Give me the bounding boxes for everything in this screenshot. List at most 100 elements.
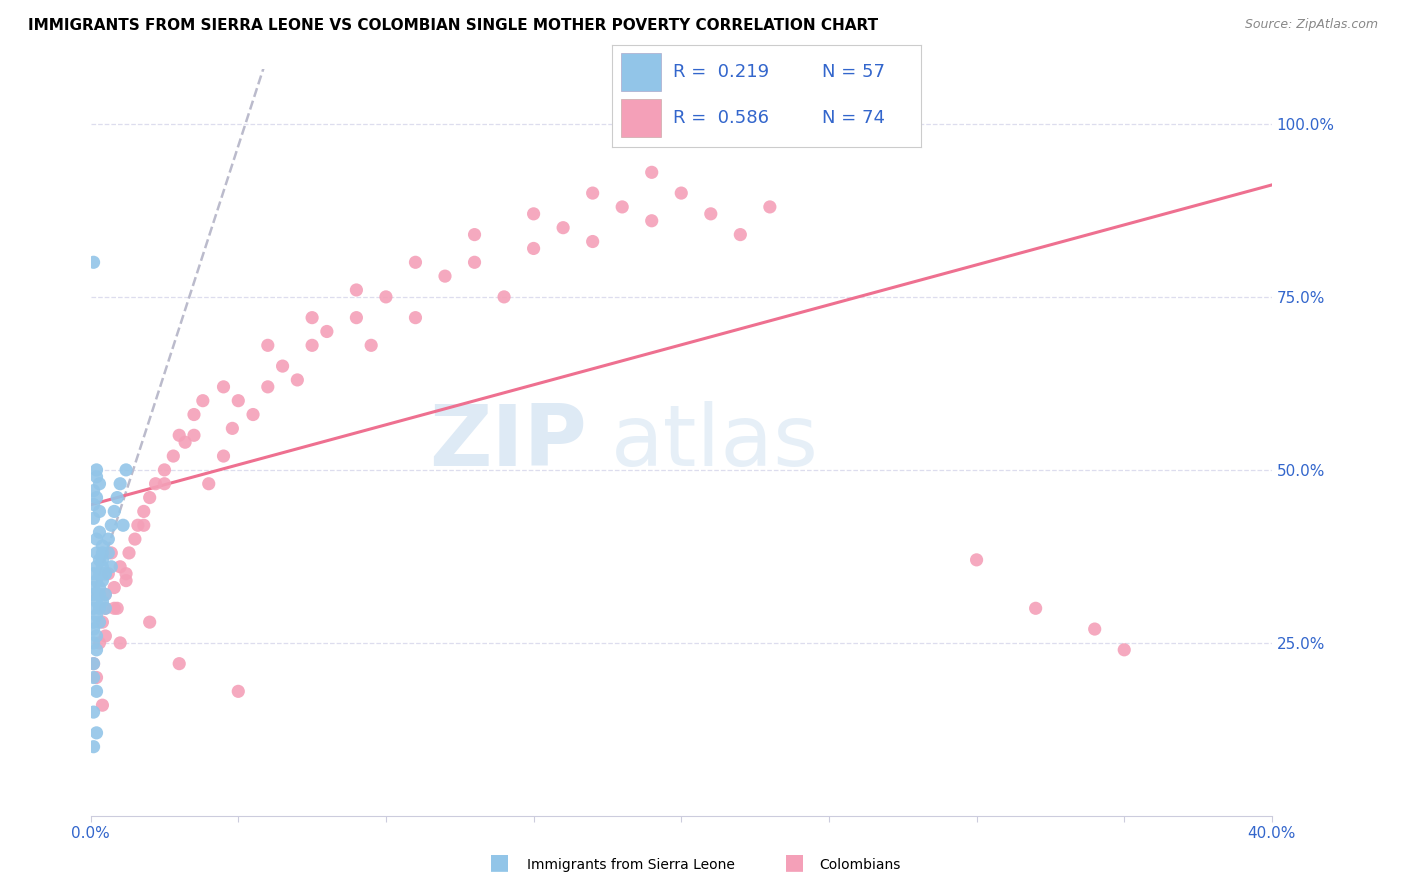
Point <box>86 726 108 740</box>
Point <box>344 310 367 325</box>
Point <box>301 338 323 352</box>
Point <box>83 511 105 525</box>
Point <box>641 165 664 179</box>
Point <box>100 546 122 560</box>
Point <box>89 566 111 581</box>
Point <box>132 518 155 533</box>
Point <box>242 408 264 422</box>
Point <box>124 532 146 546</box>
Point <box>108 559 131 574</box>
Point <box>91 539 114 553</box>
Point <box>83 255 105 269</box>
Point <box>86 594 108 608</box>
Point <box>86 629 108 643</box>
Point <box>89 587 111 601</box>
Text: ■: ■ <box>489 853 509 872</box>
Point <box>83 601 105 615</box>
Point <box>91 698 114 713</box>
Point <box>94 601 117 615</box>
Point <box>83 581 105 595</box>
Point <box>138 615 160 629</box>
Point <box>83 566 105 581</box>
Point <box>91 574 114 588</box>
Point <box>86 559 108 574</box>
Point <box>212 449 235 463</box>
Point <box>118 546 141 560</box>
Point <box>191 393 214 408</box>
Text: Immigrants from Sierra Leone: Immigrants from Sierra Leone <box>527 858 735 872</box>
Point <box>89 581 111 595</box>
Point <box>226 393 249 408</box>
Point <box>212 380 235 394</box>
Point <box>271 359 294 373</box>
Point <box>83 622 105 636</box>
Point <box>83 671 105 685</box>
Point <box>97 546 120 560</box>
Point <box>1114 642 1136 657</box>
Point <box>83 657 105 671</box>
Point <box>582 235 605 249</box>
Point <box>86 546 108 560</box>
Point <box>89 601 111 615</box>
Point <box>108 636 131 650</box>
Point <box>105 491 128 505</box>
Point <box>94 566 117 581</box>
Point <box>91 553 114 567</box>
Point <box>127 518 149 533</box>
Point <box>89 525 111 540</box>
Point <box>89 476 111 491</box>
Point <box>94 587 117 601</box>
Point <box>464 227 486 242</box>
Point <box>197 476 219 491</box>
Point <box>404 310 426 325</box>
Point <box>523 207 546 221</box>
Point <box>183 428 205 442</box>
Bar <box>621 53 661 91</box>
Point <box>132 504 155 518</box>
Point <box>115 566 138 581</box>
Point <box>105 601 128 615</box>
Point <box>100 518 122 533</box>
Point <box>97 566 120 581</box>
Point <box>730 227 752 242</box>
Point <box>167 428 190 442</box>
Point <box>966 553 988 567</box>
Point <box>89 636 111 650</box>
Point <box>94 587 117 601</box>
Point <box>1084 622 1107 636</box>
Point <box>91 546 114 560</box>
Point <box>374 290 396 304</box>
Point <box>100 559 122 574</box>
Point <box>103 581 125 595</box>
Point <box>86 642 108 657</box>
Point <box>612 200 634 214</box>
Point <box>83 657 105 671</box>
Point <box>256 380 278 394</box>
Point <box>83 636 105 650</box>
Point <box>138 491 160 505</box>
Point <box>256 338 278 352</box>
Point <box>86 470 108 484</box>
Text: IMMIGRANTS FROM SIERRA LEONE VS COLOMBIAN SINGLE MOTHER POVERTY CORRELATION CHAR: IMMIGRANTS FROM SIERRA LEONE VS COLOMBIA… <box>28 18 879 33</box>
Point <box>94 601 117 615</box>
Point <box>700 207 723 221</box>
Point <box>89 553 111 567</box>
Point <box>174 435 197 450</box>
Text: ■: ■ <box>785 853 804 872</box>
Point <box>89 615 111 629</box>
Point <box>86 608 108 623</box>
Point <box>153 476 176 491</box>
Point <box>83 498 105 512</box>
Point <box>434 269 457 284</box>
Point <box>301 310 323 325</box>
Point <box>641 213 664 227</box>
Point <box>83 587 105 601</box>
Point <box>97 532 120 546</box>
Point <box>91 594 114 608</box>
Point <box>115 574 138 588</box>
Point <box>167 657 190 671</box>
Point <box>83 483 105 498</box>
Text: Source: ZipAtlas.com: Source: ZipAtlas.com <box>1244 18 1378 31</box>
Point <box>91 559 114 574</box>
Point <box>86 684 108 698</box>
